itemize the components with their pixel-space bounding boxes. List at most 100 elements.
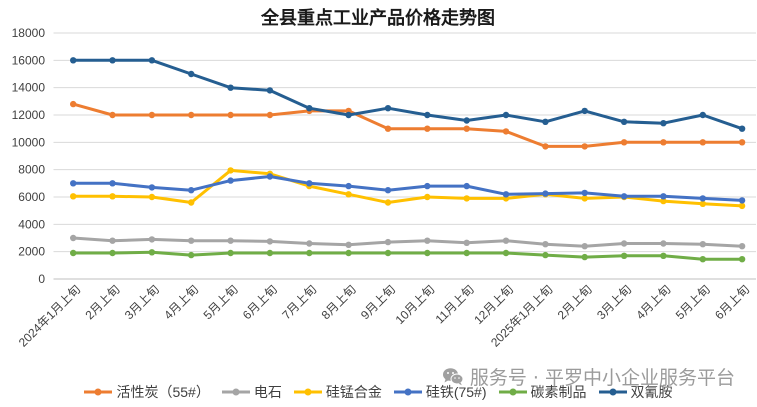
data-point-dicyandiamide [109, 57, 116, 64]
data-point-calcium-carbide [738, 243, 746, 250]
data-point-dicyandiamide [660, 120, 667, 127]
data-point-dicyandiamide [227, 84, 234, 91]
data-point-calcium-carbide [699, 241, 706, 248]
data-point-calcium-carbide [266, 238, 274, 245]
data-point-carbon-products [266, 249, 274, 257]
data-point-carbon-products [148, 249, 156, 256]
data-point-carbon-products [463, 249, 470, 257]
y-tick-label: 2000 [18, 245, 45, 259]
series-calcium-carbide [70, 234, 746, 250]
data-point-dicyandiamide [306, 105, 313, 112]
data-point-ferrosilicon [581, 189, 588, 197]
legend-swatch-marker [94, 388, 102, 396]
x-tick-label: 11月上旬 [433, 282, 477, 326]
x-tick-label: 7月上旬 [279, 282, 319, 322]
legend-label: 硅铁(75#) [425, 384, 487, 400]
data-point-calcium-carbide [581, 243, 588, 250]
legend-swatch-marker [304, 388, 312, 396]
data-point-carbon-products [699, 256, 706, 263]
legend-label: 硅锰合金 [325, 384, 382, 400]
data-point-silicomanganese [463, 195, 470, 202]
legend-label: 双氰胺 [630, 384, 673, 400]
data-point-calcium-carbide [148, 236, 156, 243]
data-point-ferrosilicon [660, 193, 667, 200]
data-point-activated-carbon [738, 139, 746, 146]
data-point-carbon-products [109, 249, 116, 257]
y-tick-label: 18000 [12, 26, 46, 40]
legend-label: 活性炭（55#） [116, 384, 210, 400]
legend-swatch-carbon-products [498, 388, 527, 396]
data-point-carbon-products [581, 253, 588, 261]
data-point-calcium-carbide [542, 241, 549, 248]
data-point-activated-carbon [188, 111, 195, 119]
x-tick-label: 4月上旬 [161, 282, 201, 322]
data-point-calcium-carbide [502, 237, 510, 244]
legend-item-carbon-products: 碳素制品 [498, 382, 587, 402]
data-point-dicyandiamide [620, 118, 628, 126]
data-point-activated-carbon [384, 125, 392, 132]
data-point-ferrosilicon [266, 173, 274, 180]
legend-item-activated-carbon: 活性炭（55#） [84, 382, 210, 402]
data-point-dicyandiamide [384, 105, 392, 112]
y-axis-labels: 0 2000 4000 6000 8000 10000 12000 14000 16000 180… [12, 26, 46, 286]
data-point-silicomanganese [345, 191, 352, 198]
data-point-silicomanganese [148, 193, 156, 201]
data-point-silicomanganese [384, 199, 392, 206]
x-tick-label: 10月上旬 [393, 282, 438, 327]
data-point-silicomanganese [581, 195, 588, 202]
legend-swatch-ferrosilicon [393, 388, 422, 396]
data-point-ferrosilicon [109, 180, 116, 187]
data-point-calcium-carbide [306, 240, 313, 247]
x-tick-label: 3月上旬 [122, 282, 162, 322]
legend-swatch-marker [509, 388, 517, 396]
y-tick-label: 6000 [18, 190, 45, 204]
data-point-activated-carbon [699, 139, 706, 146]
data-point-dicyandiamide [70, 57, 77, 64]
data-point-ferrosilicon [738, 197, 746, 204]
data-point-silicomanganese [660, 197, 667, 205]
legend-item-silicomanganese: 硅锰合金 [293, 382, 382, 402]
data-point-ferrosilicon [227, 177, 234, 184]
data-point-activated-carbon [70, 100, 77, 108]
legend: 活性炭（55#） 电石 硅锰合金 硅铁(75#) 碳素制品 双氰胺 [0, 383, 757, 401]
data-point-silicomanganese [188, 199, 195, 206]
data-point-dicyandiamide [463, 117, 470, 124]
data-point-carbon-products [227, 249, 234, 257]
y-tick-label: 16000 [12, 53, 46, 67]
x-axis-labels: 2024年1月上旬 2月上旬 3月上旬 4月上旬 5月上旬 6月上旬 7月上旬 8月上旬 9月上… [16, 282, 752, 349]
data-point-dicyandiamide [424, 111, 431, 119]
data-point-silicomanganese [699, 200, 706, 207]
data-point-calcium-carbide [70, 234, 77, 242]
data-point-ferrosilicon [345, 182, 352, 190]
series-carbon-products [70, 249, 746, 263]
y-tick-label: 12000 [12, 108, 46, 122]
data-point-carbon-products [188, 251, 195, 259]
data-point-dicyandiamide [148, 57, 156, 64]
data-point-carbon-products [306, 249, 313, 257]
data-point-dicyandiamide [188, 70, 195, 78]
x-tick-label: 5月上旬 [201, 282, 241, 322]
x-tick-label: 2月上旬 [555, 282, 595, 322]
data-point-carbon-products [502, 249, 510, 257]
series-line-dicyandiamide [71, 58, 744, 131]
series-line-ferrosilicon [71, 175, 744, 202]
legend-swatch-calcium-carbide [221, 388, 250, 396]
x-tick-label: 8月上旬 [319, 282, 359, 322]
y-tick-label: 0 [38, 272, 45, 286]
series-ferrosilicon [70, 173, 746, 204]
data-point-calcium-carbide [345, 241, 352, 248]
data-point-dicyandiamide [699, 111, 706, 119]
data-point-carbon-products [345, 249, 352, 257]
data-point-carbon-products [738, 256, 746, 263]
data-point-carbon-products [660, 252, 667, 259]
data-point-ferrosilicon [699, 195, 706, 202]
data-point-silicomanganese [738, 202, 746, 210]
legend-swatch-marker [609, 388, 617, 396]
y-tick-label: 8000 [18, 163, 45, 177]
data-point-ferrosilicon [424, 182, 431, 190]
x-tick-label: 3月上旬 [594, 282, 634, 322]
y-tick-label: 4000 [18, 217, 45, 231]
data-point-carbon-products [620, 252, 628, 259]
wechat-icon [442, 367, 464, 386]
